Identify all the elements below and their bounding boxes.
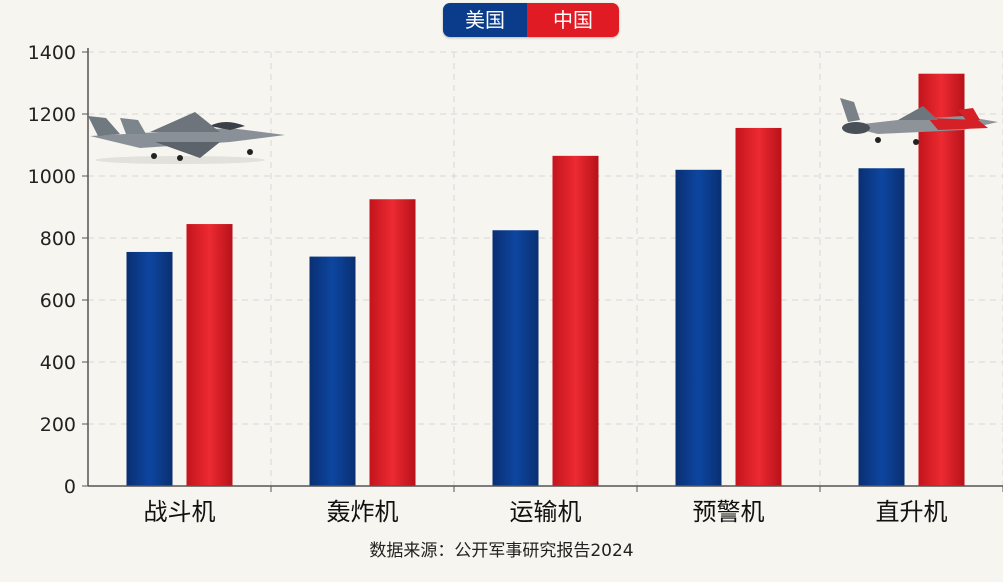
bar-cn-4 xyxy=(918,73,965,486)
y-tick-label: 1000 xyxy=(28,166,76,188)
y-tick-label: 400 xyxy=(40,352,76,374)
bar-cn-1 xyxy=(369,199,416,486)
bar-us-2 xyxy=(492,230,539,486)
y-tick-label: 1200 xyxy=(28,104,76,126)
x-tick-label: 战斗机 xyxy=(144,498,216,526)
x-tick-label: 预警机 xyxy=(693,498,765,526)
y-tick-label: 200 xyxy=(40,414,76,436)
bar-us-3 xyxy=(675,169,722,487)
bar-cn-2 xyxy=(552,155,599,486)
legend: 美国 中国 xyxy=(443,3,619,37)
data-source-note: 数据来源：公开军事研究报告2024 xyxy=(369,541,634,561)
y-tick-label: 1400 xyxy=(28,42,76,64)
y-tick-label: 800 xyxy=(40,228,76,250)
fighter-jet-illustration xyxy=(88,112,285,164)
axes: 0 200 400 600 800 1000 1200 1400 战斗机 轰炸机 运输机 预警机 直升机 xyxy=(28,42,1003,526)
bar-us-0 xyxy=(126,251,173,486)
bar-us-4 xyxy=(858,168,905,486)
x-tick-label: 运输机 xyxy=(510,498,582,526)
legend-us: 美国 xyxy=(443,3,527,37)
bars xyxy=(126,73,965,487)
legend-cn: 中国 xyxy=(527,3,619,37)
bar-us-1 xyxy=(309,256,356,486)
bar-cn-0 xyxy=(186,224,233,487)
y-tick-label: 0 xyxy=(64,476,76,498)
helicopter-illustration xyxy=(840,98,998,145)
x-tick-label: 轰炸机 xyxy=(327,498,399,526)
bar-cn-3 xyxy=(735,127,782,486)
x-tick-label: 直升机 xyxy=(876,498,948,526)
y-tick-label: 600 xyxy=(40,290,76,312)
